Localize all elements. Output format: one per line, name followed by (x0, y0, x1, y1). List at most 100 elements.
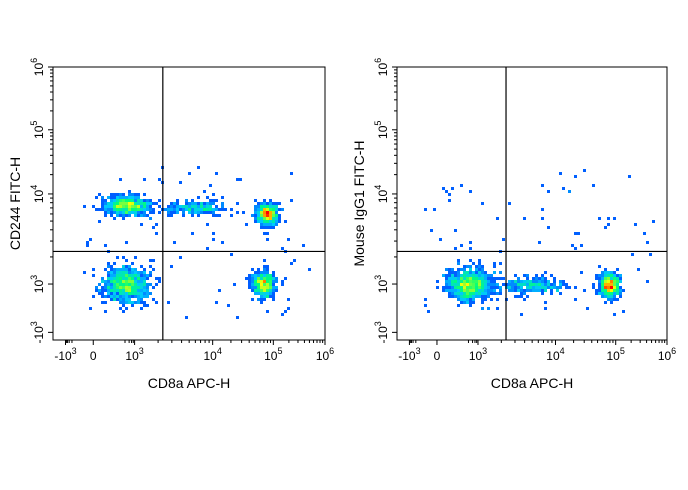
density-cell (538, 283, 541, 286)
density-cell (550, 274, 553, 277)
density-cell (119, 208, 122, 211)
density-cell (499, 292, 502, 295)
density-cell (263, 289, 266, 292)
density-cell (128, 268, 131, 271)
density-cell (143, 301, 146, 304)
density-cell (520, 295, 523, 298)
density-cell (113, 277, 116, 280)
density-cell (272, 277, 275, 280)
density-cell (463, 280, 466, 283)
density-cell (221, 196, 224, 199)
density-cell (556, 286, 559, 289)
density-cell (547, 190, 550, 193)
density-cell (610, 286, 613, 289)
density-cell (532, 280, 535, 283)
density-cell (472, 295, 475, 298)
density-cell (131, 193, 134, 196)
density-cell (248, 274, 251, 277)
density-cell (442, 289, 445, 292)
density-cell (215, 172, 218, 175)
x-tick-exponent: 6 (671, 346, 676, 356)
density-cell (553, 277, 556, 280)
density-cell (143, 268, 146, 271)
density-cell (460, 244, 463, 247)
density-cell (254, 211, 257, 214)
x-tick-label: 106 (316, 346, 334, 363)
density-cell (580, 271, 583, 274)
density-cell (110, 202, 113, 205)
density-cell (460, 286, 463, 289)
density-cell (574, 298, 577, 301)
density-cell (104, 295, 107, 298)
density-cell (272, 271, 275, 274)
density-cell (266, 274, 269, 277)
density-cell (619, 277, 622, 280)
density-cell (463, 268, 466, 271)
density-cell (125, 268, 128, 271)
density-cell (125, 196, 128, 199)
density-cell (137, 277, 140, 280)
density-cell (448, 274, 451, 277)
density-cell (637, 268, 640, 271)
density-cell (553, 280, 556, 283)
density-cell (230, 208, 233, 211)
density-cell (260, 280, 263, 283)
density-cell (460, 268, 463, 271)
density-cell (113, 217, 116, 220)
density-cell (134, 256, 137, 259)
y-tick-base: 10 (32, 189, 46, 203)
density-cell (254, 274, 257, 277)
density-cell (484, 283, 487, 286)
density-cell (451, 292, 454, 295)
density-cell (257, 283, 260, 286)
density-cell (281, 208, 284, 211)
density-cell (128, 190, 131, 193)
density-cell (125, 283, 128, 286)
density-cell (128, 295, 131, 298)
density-cell (263, 208, 266, 211)
density-cell (197, 214, 200, 217)
density-cell (131, 199, 134, 202)
density-cell (472, 289, 475, 292)
density-cell (472, 271, 475, 274)
density-cell (604, 226, 607, 229)
density-cell (113, 193, 116, 196)
density-cell (487, 292, 490, 295)
density-cell (122, 286, 125, 289)
density-cell (541, 286, 544, 289)
density-cell (472, 277, 475, 280)
density-cell (182, 211, 185, 214)
density-cell (263, 259, 266, 262)
x-tick-base: 10 (469, 349, 483, 363)
density-cell (496, 217, 499, 220)
density-cell (457, 286, 460, 289)
density-cell (263, 217, 266, 220)
density-cell (221, 202, 224, 205)
x-tick-base: -10 (398, 349, 416, 363)
density-cell (104, 208, 107, 211)
density-cell (499, 277, 502, 280)
density-cell (110, 211, 113, 214)
density-cell (628, 175, 631, 178)
density-cell (146, 295, 149, 298)
density-cell (260, 217, 263, 220)
density-cell (158, 178, 161, 181)
density-cell (595, 289, 598, 292)
density-cell (152, 208, 155, 211)
density-cell (436, 280, 439, 283)
density-cell (263, 226, 266, 229)
density-cell (451, 286, 454, 289)
density-cell (269, 220, 272, 223)
density-cell (104, 202, 107, 205)
density-cell (143, 205, 146, 208)
density-cell (110, 196, 113, 199)
density-cell (272, 298, 275, 301)
density-cell (541, 283, 544, 286)
density-cell (460, 277, 463, 280)
density-cell (125, 292, 128, 295)
density-cell (469, 259, 472, 262)
density-cell (113, 196, 116, 199)
density-cell (266, 211, 269, 214)
density-cell (508, 283, 511, 286)
